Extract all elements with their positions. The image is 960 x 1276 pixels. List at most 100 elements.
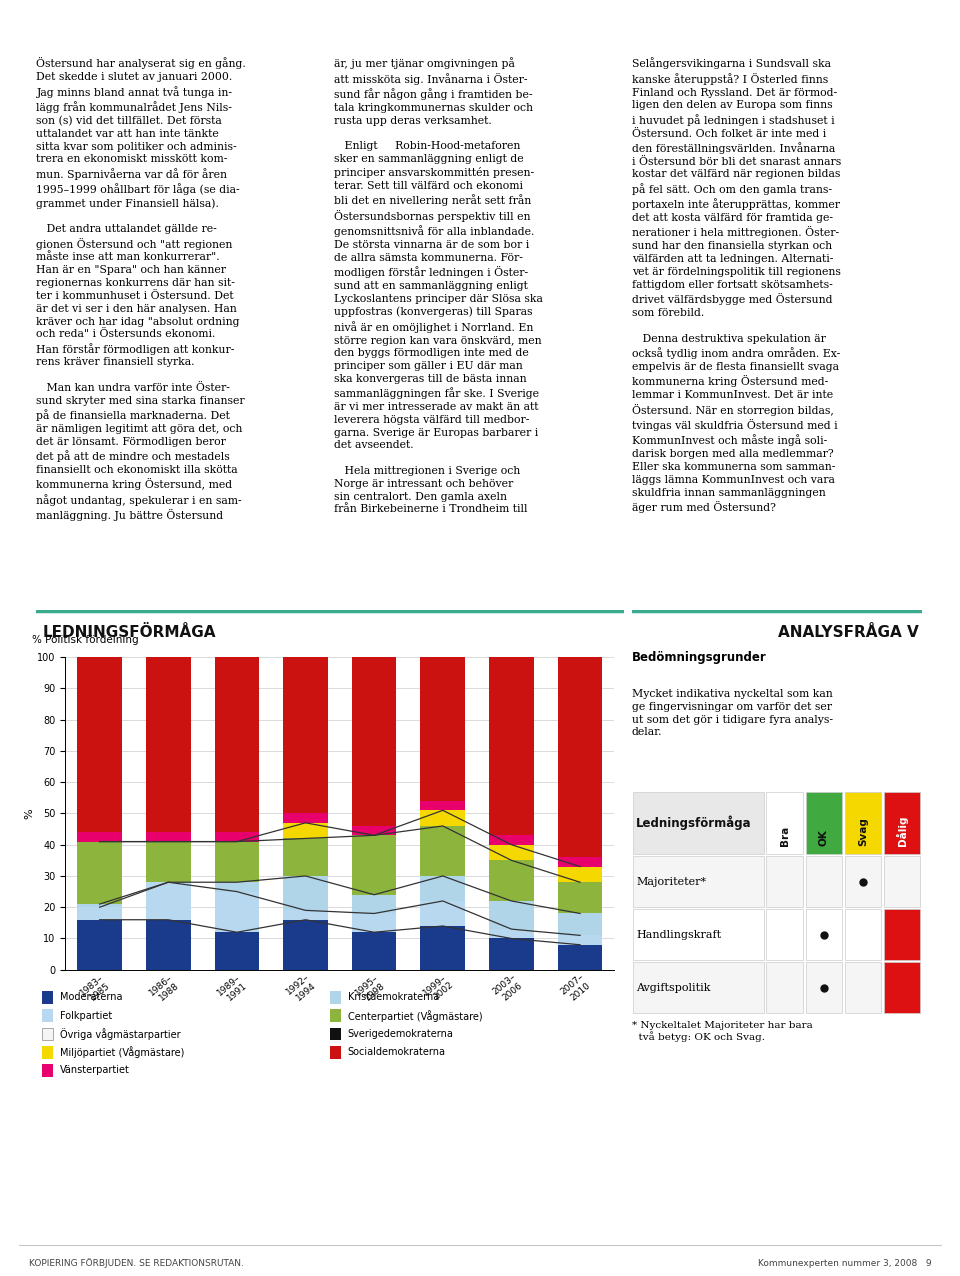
Bar — [78, 907, 122, 920]
Bar — [558, 866, 602, 882]
Text: Socialdemokraterna: Socialdemokraterna — [348, 1048, 445, 1058]
Text: Avgiftspolitik: Avgiftspolitik — [636, 983, 710, 993]
Bar — [146, 920, 190, 970]
Bar — [78, 657, 122, 832]
Text: Kristdemokraterna: Kristdemokraterna — [348, 993, 439, 1003]
Bar — [283, 875, 327, 910]
Bar — [845, 910, 881, 960]
Bar — [330, 1046, 341, 1059]
Text: Östersund: Östersund — [816, 14, 936, 34]
Bar — [490, 929, 534, 939]
Bar — [634, 910, 763, 960]
Bar — [845, 962, 881, 1013]
Bar — [146, 842, 190, 882]
Bar — [283, 814, 327, 823]
Bar — [215, 933, 259, 970]
Bar — [490, 836, 534, 845]
Bar — [146, 882, 190, 920]
Bar — [352, 836, 396, 894]
Bar — [215, 657, 259, 832]
Bar — [352, 657, 396, 826]
Text: Svag: Svag — [858, 817, 868, 846]
Text: LEDNINGSFÖRMÅGA: LEDNINGSFÖRMÅGA — [42, 625, 216, 639]
Text: Bra: Bra — [780, 826, 790, 846]
Text: % Politisk fördelning: % Politisk fördelning — [33, 634, 139, 644]
Text: Folkpartiet: Folkpartiet — [60, 1011, 112, 1021]
Bar — [805, 962, 842, 1013]
Bar — [215, 882, 259, 892]
Text: ANALYSFRÅGA V: ANALYSFRÅGA V — [778, 625, 919, 639]
Bar — [215, 842, 259, 882]
Bar — [283, 823, 327, 838]
Bar — [558, 882, 602, 914]
Bar — [42, 991, 53, 1004]
Bar — [420, 801, 465, 810]
Bar — [634, 792, 763, 854]
Y-axis label: %: % — [24, 808, 35, 819]
Bar — [420, 875, 465, 901]
Bar — [845, 856, 881, 907]
Text: Centerpartiet (Vågmästare): Centerpartiet (Vågmästare) — [348, 1009, 482, 1022]
Bar — [805, 910, 842, 960]
Bar — [558, 857, 602, 866]
Bar — [805, 856, 842, 907]
Text: KOPIERING FÖRBJUDEN. SE REDAKTIONSRUTAN.: KOPIERING FÖRBJUDEN. SE REDAKTIONSRUTAN. — [29, 1258, 244, 1268]
Bar — [283, 838, 327, 875]
Text: Ledningsförmåga: Ledningsförmåga — [636, 815, 752, 831]
Bar — [283, 910, 327, 920]
Bar — [42, 1046, 53, 1059]
Bar — [330, 1027, 341, 1040]
Text: * Nyckeltalet Majoriteter har bara
  två betyg: OK och Svag.: * Nyckeltalet Majoriteter har bara två b… — [632, 1021, 812, 1042]
Text: är, ju mer tjänar omgivningen på
att missköta sig. Invånarna i Öster-
sund får n: är, ju mer tjänar omgivningen på att mis… — [334, 57, 543, 514]
Bar — [884, 792, 920, 854]
Bar — [766, 792, 803, 854]
Bar — [634, 962, 763, 1013]
Text: Östersund har analyserat sig en gång.
Det skedde i slutet av januari 2000.
Jag m: Östersund har analyserat sig en gång. De… — [36, 57, 246, 522]
Bar — [805, 792, 842, 854]
Bar — [420, 810, 465, 826]
Bar — [78, 842, 122, 905]
Bar — [215, 892, 259, 933]
Bar — [215, 832, 259, 842]
Bar — [352, 914, 396, 933]
Bar — [766, 962, 803, 1013]
Text: Sverigedemokraterna: Sverigedemokraterna — [348, 1028, 453, 1039]
Bar — [558, 935, 602, 944]
Bar — [146, 657, 190, 832]
Bar — [884, 910, 920, 960]
Bar — [634, 856, 763, 907]
Bar — [884, 962, 920, 1013]
Bar — [352, 826, 396, 836]
Bar — [490, 860, 534, 901]
Bar — [490, 901, 534, 929]
Text: Moderaterna: Moderaterna — [60, 993, 122, 1003]
Text: Vänsterpartiet: Vänsterpartiet — [60, 1065, 130, 1076]
Bar — [78, 832, 122, 842]
Text: Mycket indikativa nyckeltal som kan
ge fingervisningar om varför det ser
ut som : Mycket indikativa nyckeltal som kan ge f… — [632, 689, 832, 738]
Bar — [352, 933, 396, 970]
Bar — [558, 657, 602, 857]
Bar — [42, 1027, 53, 1040]
Bar — [558, 944, 602, 970]
Bar — [330, 1009, 341, 1022]
Bar — [283, 920, 327, 970]
Bar — [78, 920, 122, 970]
Text: Kommunexperten nummer 3, 2008   9: Kommunexperten nummer 3, 2008 9 — [757, 1259, 931, 1268]
Bar — [330, 991, 341, 1004]
Text: Selångersvikingarna i Sundsvall ska
kanske återuppstå? I Österled finns
Finland : Selångersvikingarna i Sundsvall ska kans… — [632, 57, 841, 513]
Bar — [420, 926, 465, 970]
Text: OK: OK — [819, 829, 828, 846]
Bar — [283, 657, 327, 814]
Bar — [558, 914, 602, 935]
Bar — [845, 792, 881, 854]
Bar — [78, 905, 122, 907]
Text: Övriga vågmästarpartier: Övriga vågmästarpartier — [60, 1028, 180, 1040]
Bar — [420, 826, 465, 875]
Bar — [420, 901, 465, 926]
Text: Majoriteter*: Majoriteter* — [636, 877, 707, 887]
Text: Miljöpartiet (Vågmästare): Miljöpartiet (Vågmästare) — [60, 1046, 184, 1058]
Bar — [42, 1009, 53, 1022]
Text: Handlingskraft: Handlingskraft — [636, 930, 721, 939]
Bar — [766, 910, 803, 960]
Bar — [766, 856, 803, 907]
